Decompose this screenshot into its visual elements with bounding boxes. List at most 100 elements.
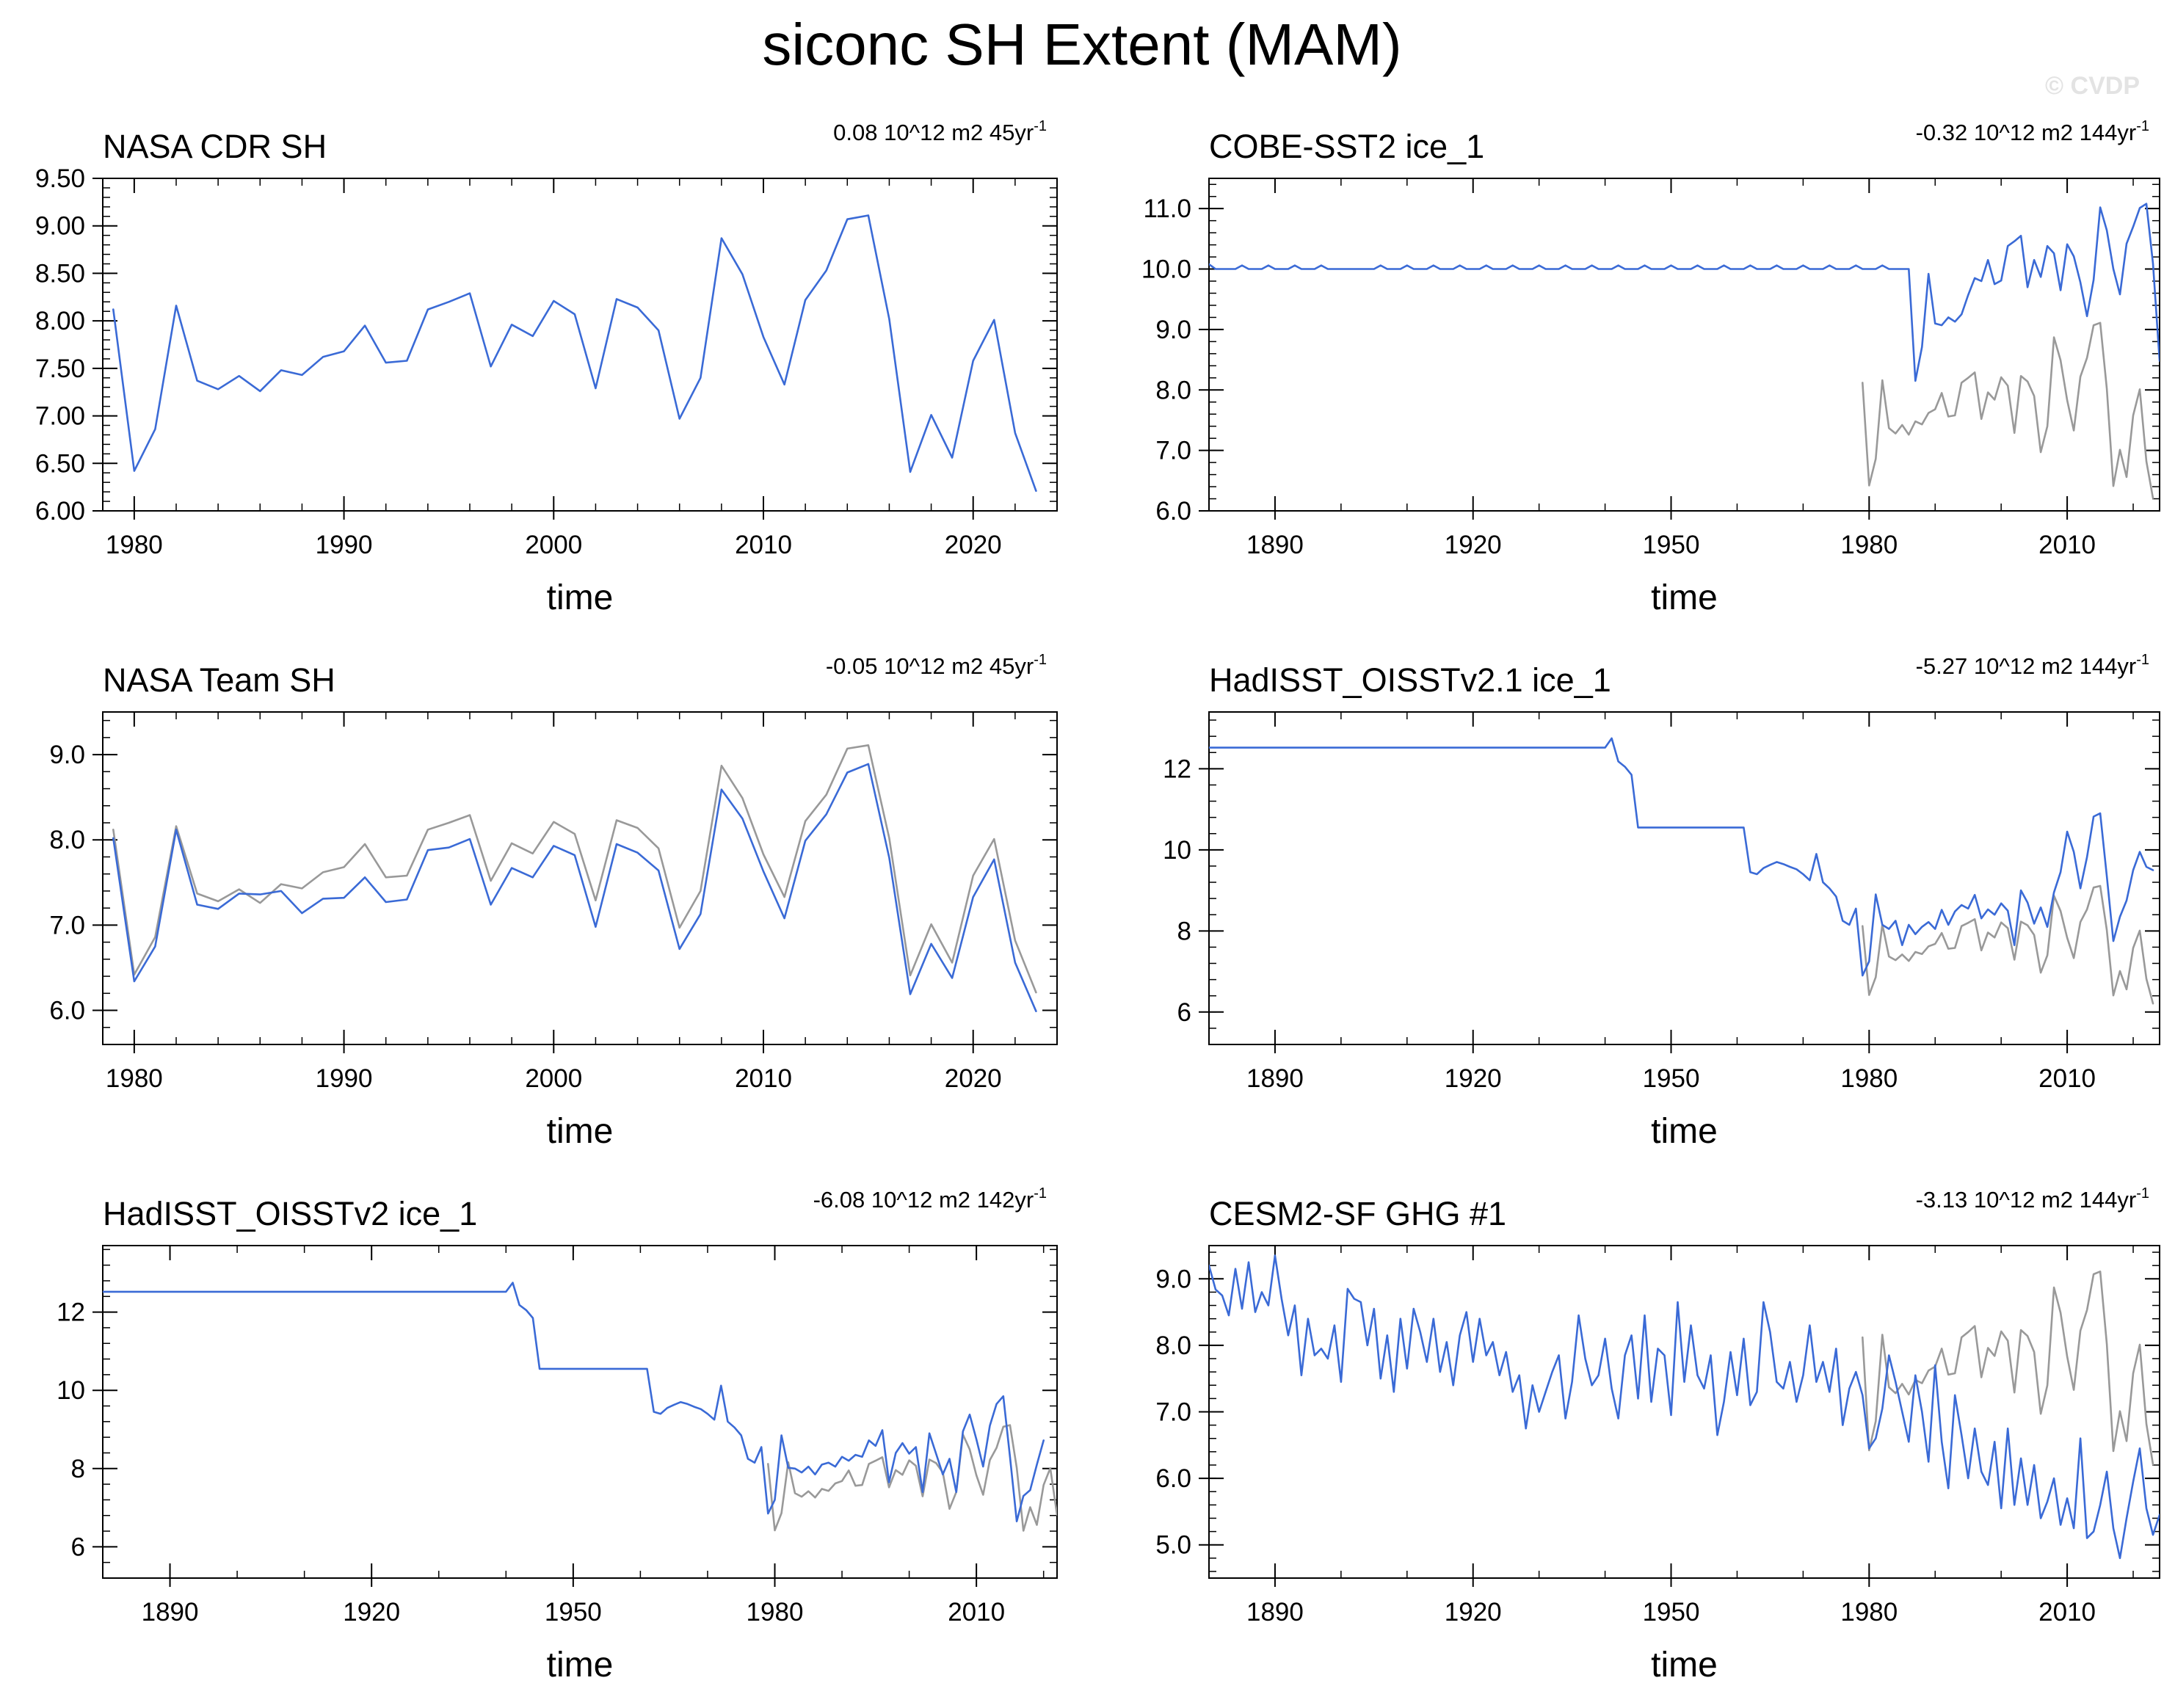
panel-trend: -6.08 10^12 m2 142yr-1 bbox=[813, 1185, 1047, 1213]
y-tick-label: 9.0 bbox=[1155, 1265, 1191, 1293]
trend-value: -6.08 10^12 m2 142yr bbox=[813, 1187, 1034, 1213]
trend-value: -5.27 10^12 m2 144yr bbox=[1916, 653, 2137, 679]
trend-exponent: -1 bbox=[2136, 118, 2149, 134]
model-series-line bbox=[1209, 203, 2160, 382]
y-tick-label: 6.00 bbox=[35, 497, 85, 526]
panel-trend: 0.08 10^12 m2 45yr-1 bbox=[833, 118, 1047, 145]
y-tick-label: 6 bbox=[71, 1533, 85, 1561]
y-tick-label: 8.50 bbox=[35, 259, 85, 288]
y-tick-label: 12 bbox=[57, 1298, 85, 1327]
cvdp-watermark: © CVDP bbox=[2045, 72, 2140, 100]
x-tick-label: 1980 bbox=[1840, 1064, 1898, 1093]
x-tick-label: 2010 bbox=[735, 531, 792, 559]
x-axis-title: time bbox=[1651, 1112, 1718, 1151]
x-tick-label: 2010 bbox=[948, 1598, 1005, 1627]
x-tick-label: 1980 bbox=[106, 1064, 163, 1093]
observations-series-line bbox=[112, 744, 1037, 994]
trend-exponent: -1 bbox=[1034, 1185, 1047, 1202]
x-axis-title: time bbox=[547, 1112, 614, 1151]
y-tick-label: 8 bbox=[1177, 917, 1191, 945]
panel-trend: -3.13 10^12 m2 144yr-1 bbox=[1916, 1185, 2149, 1213]
x-tick-label: 1950 bbox=[1643, 1598, 1700, 1627]
y-tick-label: 8.00 bbox=[35, 307, 85, 335]
plot-frame bbox=[102, 178, 1058, 512]
x-tick-label: 1920 bbox=[343, 1598, 400, 1627]
model-series-line bbox=[103, 1282, 1045, 1522]
panel-3: NASA Team SH -0.05 10^12 m2 45yr-1 1980 199… bbox=[49, 652, 1058, 1151]
x-tick-label: 2020 bbox=[945, 1064, 1002, 1093]
model-series-line bbox=[112, 763, 1037, 1012]
y-tick-label: 8.0 bbox=[1155, 1331, 1191, 1360]
y-tick-label: 7.0 bbox=[1155, 1398, 1191, 1427]
model-series-line bbox=[112, 214, 1037, 493]
y-tick-label: 7.0 bbox=[1155, 437, 1191, 465]
x-axis-title: time bbox=[547, 578, 614, 617]
panel-5: HadISST_OISSTv2 ice_1 -6.08 10^12 m2 142y… bbox=[57, 1185, 1058, 1685]
y-tick-label: 8.0 bbox=[1155, 376, 1191, 404]
y-tick-label: 10 bbox=[57, 1376, 85, 1405]
x-tick-label: 2010 bbox=[2038, 1064, 2096, 1093]
x-axis-title: time bbox=[1651, 1646, 1718, 1685]
y-tick-label: 6 bbox=[1177, 998, 1191, 1027]
y-tick-label: 7.00 bbox=[35, 402, 85, 431]
panel-trend: -0.05 10^12 m2 45yr-1 bbox=[826, 652, 1047, 679]
x-tick-label: 1950 bbox=[1643, 531, 1700, 559]
trend-exponent: -1 bbox=[1034, 118, 1047, 134]
panel-title: COBE-SST2 ice_1 bbox=[1209, 128, 1484, 165]
x-tick-label: 2000 bbox=[525, 531, 582, 559]
x-tick-label: 1980 bbox=[106, 531, 163, 559]
panel-6: CESM2-SF GHG #1 -3.13 10^12 m2 144yr-1 189… bbox=[1155, 1185, 2160, 1685]
x-tick-label: 1950 bbox=[1643, 1064, 1700, 1093]
y-tick-label: 6.0 bbox=[1155, 1464, 1191, 1493]
x-tick-label: 1890 bbox=[1246, 1598, 1304, 1627]
figure-title: siconc SH Extent (MAM) bbox=[762, 12, 1401, 77]
observations-series-line bbox=[1862, 884, 2154, 1005]
y-tick-label: 6.50 bbox=[35, 449, 85, 478]
trend-exponent: -1 bbox=[2136, 1185, 2149, 1202]
plot-frame bbox=[102, 1245, 1058, 1579]
x-tick-label: 1980 bbox=[1840, 531, 1898, 559]
panel-trend: -0.32 10^12 m2 144yr-1 bbox=[1916, 118, 2149, 145]
plot-frame bbox=[1208, 178, 2160, 512]
y-tick-label: 10 bbox=[1163, 836, 1191, 865]
y-tick-label: 5.0 bbox=[1155, 1531, 1191, 1560]
x-tick-label: 1890 bbox=[1246, 531, 1304, 559]
y-tick-label: 9.00 bbox=[35, 212, 85, 241]
x-tick-label: 2000 bbox=[525, 1064, 582, 1093]
trend-value: -0.05 10^12 m2 45yr bbox=[826, 653, 1034, 679]
y-tick-label: 10.0 bbox=[1141, 255, 1191, 284]
y-tick-label: 9.50 bbox=[35, 164, 85, 193]
trend-value: 0.08 10^12 m2 45yr bbox=[833, 120, 1034, 145]
observations-series-line bbox=[767, 1424, 1057, 1532]
trend-exponent: -1 bbox=[2136, 652, 2149, 668]
trend-value: -0.32 10^12 m2 144yr bbox=[1916, 120, 2137, 145]
x-tick-label: 1950 bbox=[545, 1598, 602, 1627]
y-tick-label: 12 bbox=[1163, 755, 1191, 783]
x-tick-label: 1920 bbox=[1445, 1598, 1502, 1627]
x-tick-label: 1990 bbox=[316, 1064, 373, 1093]
model-series-line bbox=[1209, 737, 2154, 977]
panel-title: HadISST_OISSTv2 ice_1 bbox=[103, 1195, 477, 1232]
panel-4: HadISST_OISSTv2.1 ice_1 -5.27 10^12 m2 14… bbox=[1163, 652, 2160, 1151]
x-tick-label: 1920 bbox=[1445, 531, 1502, 559]
x-axis-title: time bbox=[1651, 578, 1718, 617]
panel-1: NASA CDR SH 0.08 10^12 m2 45yr-1 1980 1990 2… bbox=[35, 118, 1058, 617]
y-tick-label: 11.0 bbox=[1143, 195, 1191, 223]
y-tick-label: 8 bbox=[71, 1455, 85, 1483]
trend-exponent: -1 bbox=[1034, 652, 1047, 668]
y-tick-label: 8.0 bbox=[49, 826, 85, 854]
observations-series-line bbox=[1862, 321, 2154, 500]
y-tick-label: 6.0 bbox=[1155, 497, 1191, 526]
panel-trend: -5.27 10^12 m2 144yr-1 bbox=[1916, 652, 2149, 679]
x-tick-label: 2020 bbox=[945, 531, 1002, 559]
x-tick-label: 1890 bbox=[1246, 1064, 1304, 1093]
x-axis-title: time bbox=[547, 1646, 614, 1685]
x-tick-label: 1990 bbox=[316, 531, 373, 559]
y-tick-label: 9.0 bbox=[1155, 316, 1191, 344]
panel-title: NASA Team SH bbox=[103, 661, 335, 699]
panel-title: HadISST_OISSTv2.1 ice_1 bbox=[1209, 661, 1611, 699]
model-series-line bbox=[1209, 1254, 2160, 1560]
y-tick-label: 6.0 bbox=[49, 997, 85, 1025]
panel-title: NASA CDR SH bbox=[103, 128, 327, 165]
x-tick-label: 2010 bbox=[735, 1064, 792, 1093]
